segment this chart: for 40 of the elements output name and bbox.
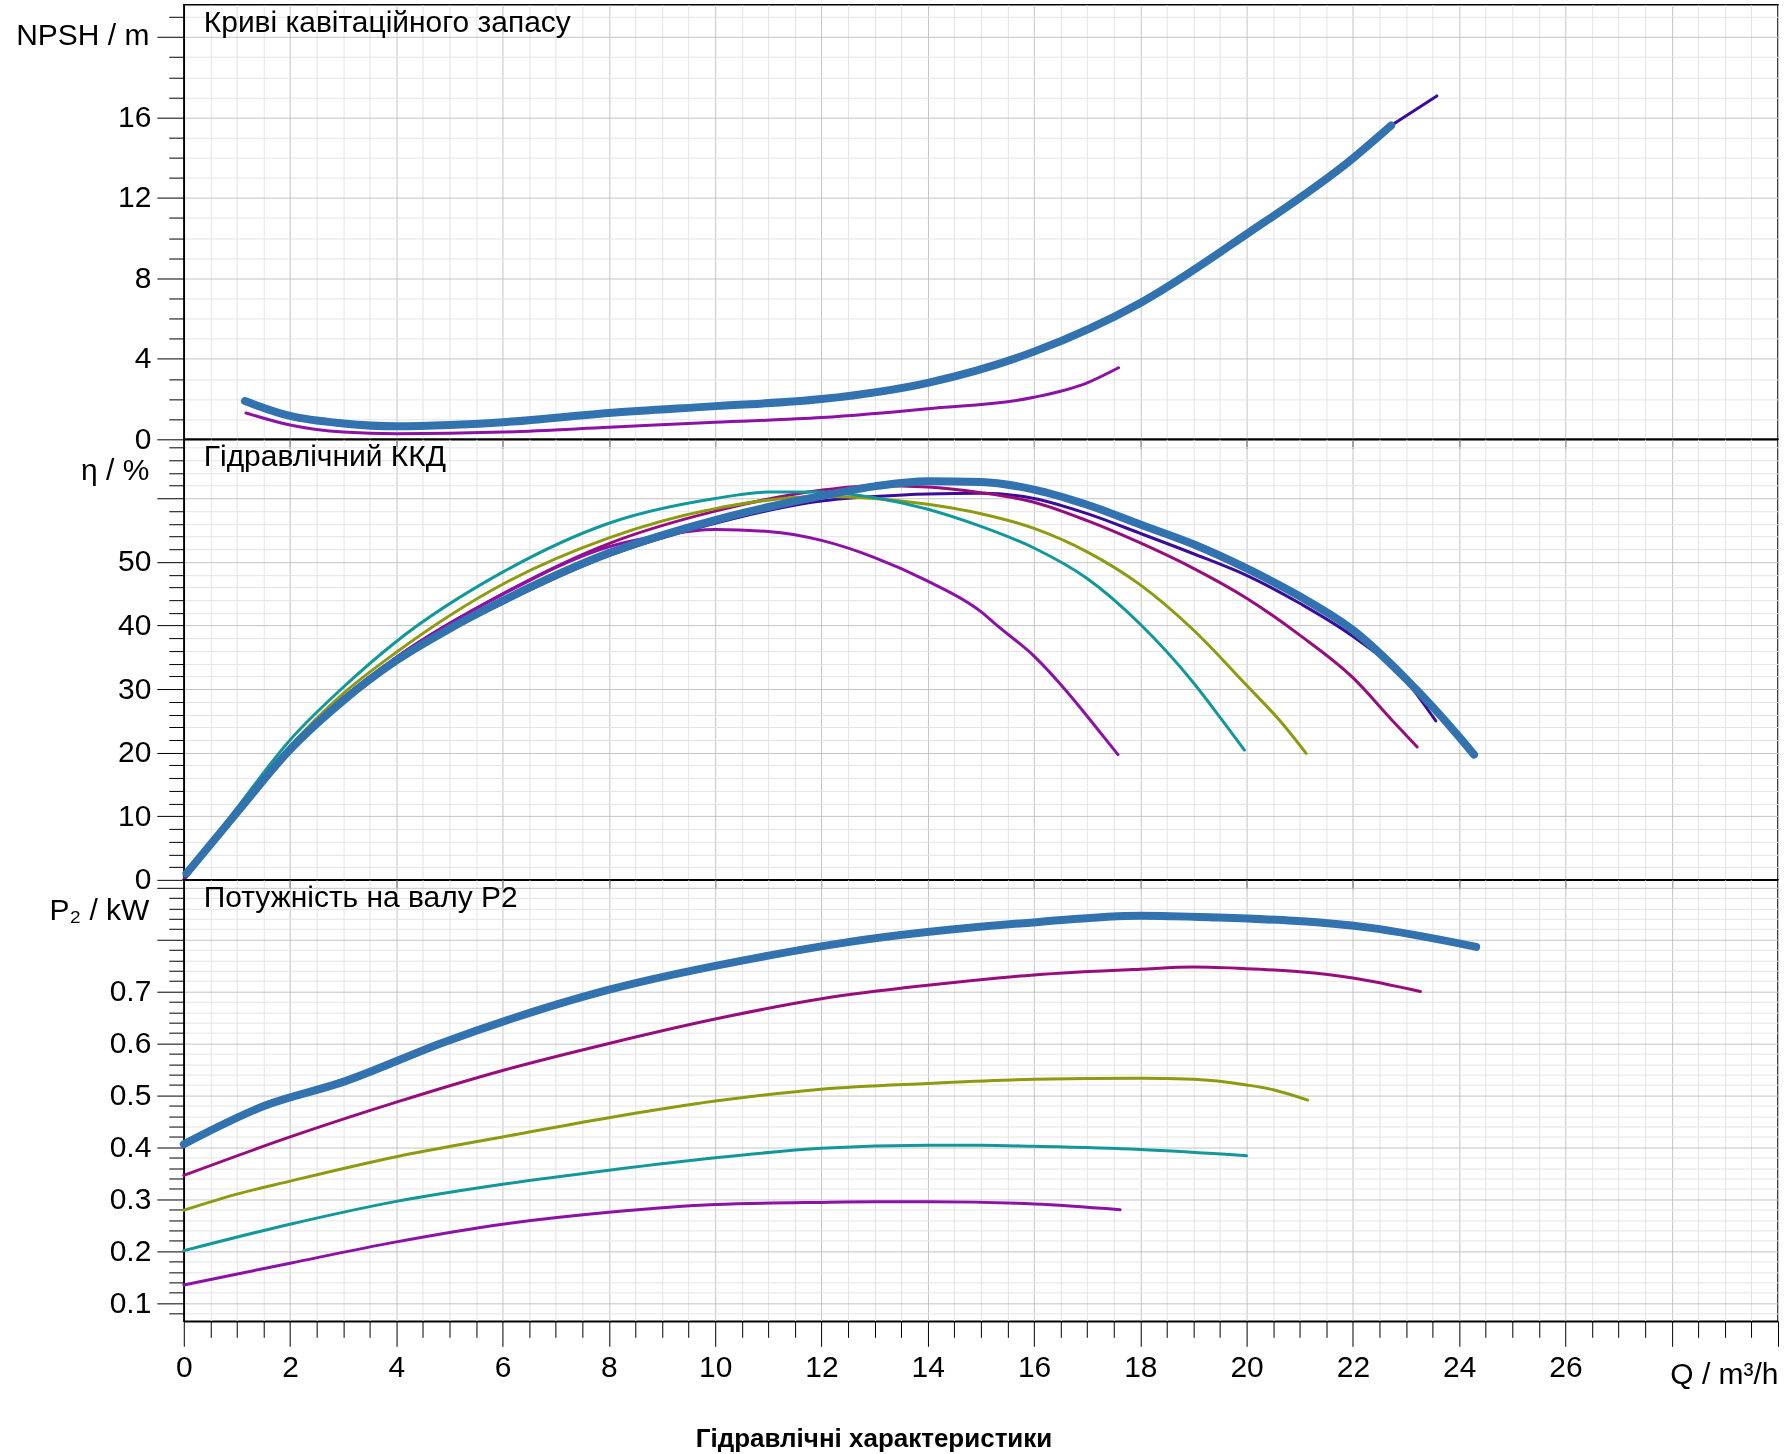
x-tick-label: 6 xyxy=(494,1349,512,1383)
y-tick-label: 0.6 xyxy=(109,1025,152,1059)
x-axis-title: Q / m³/h xyxy=(1670,1356,1779,1390)
y-tick-label: 0.3 xyxy=(109,1181,152,1215)
chart-title: Потужність на валу P2 xyxy=(203,879,518,913)
x-tick-label: 10 xyxy=(699,1349,733,1383)
y-tick-label: 12 xyxy=(118,180,152,214)
y-tick-label: 0 xyxy=(134,421,152,455)
x-tick-label: 22 xyxy=(1336,1349,1371,1383)
y-tick-label: 0.1 xyxy=(109,1285,152,1319)
y-tick-label: 10 xyxy=(118,798,152,832)
x-tick-label: 14 xyxy=(911,1349,945,1383)
x-tick-label: 8 xyxy=(601,1349,618,1383)
y-tick-label: 4 xyxy=(134,341,152,375)
y-tick-label: 30 xyxy=(118,671,152,705)
text: Гідравлічні характеристики xyxy=(695,1423,1053,1454)
x-tick-label: 2 xyxy=(282,1349,299,1383)
y-axis-title: P₂ / kW xyxy=(49,893,151,927)
y-tick-label: 0.5 xyxy=(109,1077,152,1111)
y-tick-label: 40 xyxy=(118,608,152,642)
y-tick-label: 20 xyxy=(118,735,152,769)
y-tick-label: 0.2 xyxy=(109,1233,152,1267)
y-axis-title: η / % xyxy=(81,452,150,486)
y-tick-label: 16 xyxy=(118,99,152,133)
y-tick-label: 0 xyxy=(134,862,152,896)
x-tick-label: 26 xyxy=(1549,1349,1583,1383)
x-tick-label: 16 xyxy=(1017,1349,1052,1383)
y-tick-label: 0.4 xyxy=(109,1129,152,1163)
x-tick-label: 0 xyxy=(175,1349,193,1383)
x-tick-label: 4 xyxy=(388,1349,406,1383)
x-tick-label: 18 xyxy=(1124,1349,1158,1383)
chart-title: Гідравлічний ККД xyxy=(203,439,446,473)
chart-title: Криві кавітаційного запасу xyxy=(203,4,571,38)
y-axis-title: NPSH / m xyxy=(16,18,150,52)
x-tick-label: 12 xyxy=(805,1349,839,1383)
y-tick-label: 8 xyxy=(134,260,152,294)
x-tick-label: 24 xyxy=(1443,1349,1477,1383)
y-tick-label: 0.7 xyxy=(109,973,152,1007)
y-tick-label: 50 xyxy=(118,544,152,578)
x-tick-label: 20 xyxy=(1230,1349,1264,1383)
